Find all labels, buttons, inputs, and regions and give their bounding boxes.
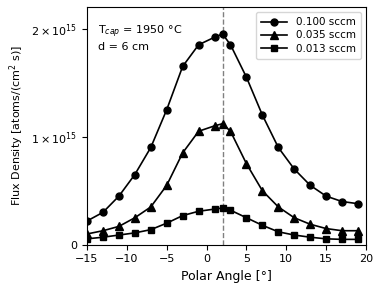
0.100 sccm: [308, 184, 312, 187]
0.035 sccm: [244, 162, 249, 165]
0.035 sccm: [85, 232, 89, 236]
0.013 sccm: [85, 237, 89, 241]
0.100 sccm: [228, 43, 233, 46]
0.100 sccm: [180, 65, 185, 68]
0.035 sccm: [292, 216, 296, 220]
0.100 sccm: [340, 200, 344, 203]
0.013 sccm: [292, 233, 296, 237]
0.013 sccm: [117, 233, 121, 237]
0.013 sccm: [276, 230, 280, 233]
0.035 sccm: [228, 130, 233, 133]
Line: 0.100 sccm: 0.100 sccm: [84, 30, 361, 224]
0.035 sccm: [340, 229, 344, 233]
0.100 sccm: [133, 173, 137, 176]
Legend: 0.100 sccm, 0.035 sccm, 0.013 sccm: 0.100 sccm, 0.035 sccm, 0.013 sccm: [256, 12, 361, 59]
0.035 sccm: [260, 189, 264, 193]
0.035 sccm: [196, 130, 201, 133]
Text: T$_{cap}$ = 1950 °C
d = 6 cm: T$_{cap}$ = 1950 °C d = 6 cm: [98, 23, 182, 52]
Line: 0.013 sccm: 0.013 sccm: [84, 204, 361, 243]
0.035 sccm: [308, 222, 312, 226]
0.100 sccm: [196, 43, 201, 46]
0.013 sccm: [165, 222, 169, 225]
0.100 sccm: [212, 35, 217, 39]
0.100 sccm: [149, 146, 153, 149]
0.100 sccm: [276, 146, 280, 149]
0.100 sccm: [292, 167, 296, 171]
0.013 sccm: [356, 238, 360, 241]
0.013 sccm: [228, 209, 233, 212]
0.035 sccm: [149, 205, 153, 209]
0.035 sccm: [101, 229, 105, 233]
0.035 sccm: [117, 225, 121, 228]
0.035 sccm: [180, 151, 185, 155]
0.013 sccm: [149, 228, 153, 231]
0.013 sccm: [212, 207, 217, 211]
0.013 sccm: [308, 235, 312, 239]
0.013 sccm: [324, 237, 328, 241]
0.100 sccm: [85, 219, 89, 223]
0.013 sccm: [340, 238, 344, 241]
0.035 sccm: [324, 227, 328, 230]
0.035 sccm: [165, 184, 169, 187]
0.100 sccm: [244, 75, 249, 79]
0.013 sccm: [260, 224, 264, 227]
0.100 sccm: [220, 32, 225, 36]
0.013 sccm: [101, 235, 105, 239]
0.100 sccm: [324, 194, 328, 198]
X-axis label: Polar Angle [°]: Polar Angle [°]: [181, 270, 272, 283]
0.100 sccm: [356, 202, 360, 205]
Line: 0.035 sccm: 0.035 sccm: [83, 119, 362, 238]
0.035 sccm: [133, 216, 137, 220]
0.013 sccm: [196, 209, 201, 213]
0.035 sccm: [220, 122, 225, 126]
0.035 sccm: [276, 205, 280, 209]
0.013 sccm: [220, 206, 225, 210]
0.100 sccm: [101, 211, 105, 214]
0.013 sccm: [133, 231, 137, 235]
0.013 sccm: [180, 214, 185, 217]
0.100 sccm: [117, 194, 121, 198]
0.035 sccm: [212, 124, 217, 128]
0.035 sccm: [356, 229, 360, 233]
0.100 sccm: [165, 108, 169, 111]
Y-axis label: Flux Density [atoms/(cm$^2$ s)]: Flux Density [atoms/(cm$^2$ s)]: [7, 45, 25, 206]
0.013 sccm: [244, 216, 249, 220]
0.100 sccm: [260, 113, 264, 117]
